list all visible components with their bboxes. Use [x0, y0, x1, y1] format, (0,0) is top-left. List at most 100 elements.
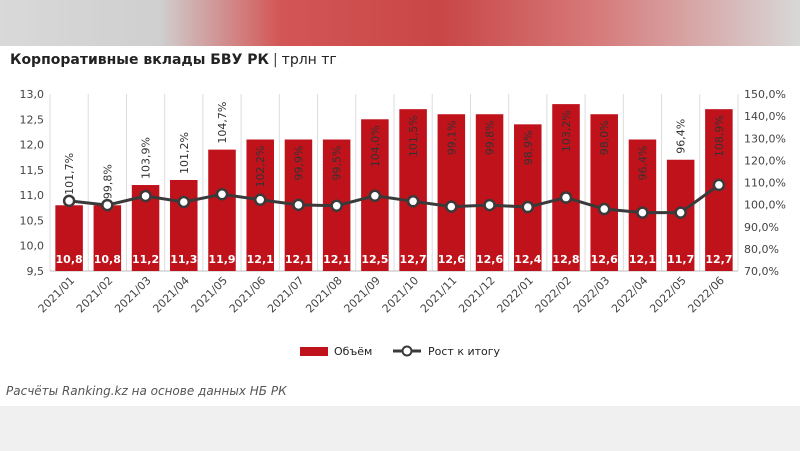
legend-swatch-marker: [401, 345, 413, 357]
x-tick-label: 2021/11: [418, 274, 460, 316]
growth-point: [483, 198, 496, 212]
bar: [514, 124, 542, 271]
growth-point: [521, 200, 535, 214]
bar: [399, 109, 427, 272]
bar-value-label: 12,1: [629, 253, 656, 266]
growth-value-label: 108,9%: [713, 115, 726, 157]
x-tick-label: 2021/09: [342, 274, 384, 316]
growth-point: [406, 195, 420, 208]
x-tick-label: 2022/01: [494, 274, 536, 316]
growth-value-label: 102,2%: [254, 146, 267, 188]
y-tick-label: 11,5: [20, 164, 45, 177]
bar-value-label: 12,1: [247, 253, 274, 266]
growth-value-label: 101,7%: [63, 153, 76, 195]
x-tick-label: 2022/04: [609, 274, 651, 316]
y-tick-label: 12,5: [20, 113, 45, 126]
growth-point: [636, 206, 649, 219]
chart-title: Корпоративные вклады БВУ РК | трлн тг: [10, 52, 337, 68]
growth-point: [330, 199, 343, 212]
y-tick-label: 11,0: [20, 189, 45, 202]
growth-value-label: 101,5%: [407, 115, 420, 157]
growth-point: [368, 189, 382, 203]
growth-point: [62, 194, 76, 208]
growth-point: [445, 200, 458, 213]
bar: [475, 114, 504, 271]
growth-value-label: 99,8%: [101, 164, 114, 199]
bar-value-label: 10,8: [94, 253, 121, 266]
y-tick-label: 10,5: [20, 214, 45, 227]
x-tick-label: 2022/05: [647, 274, 689, 316]
growth-value-label: 98,9%: [522, 130, 535, 165]
growth-value-label: 99,1%: [445, 120, 458, 155]
bar-value-label: 12,6: [476, 253, 503, 266]
y2-tick-label: 70,0%: [744, 265, 779, 278]
legend-swatch-bar: [300, 347, 328, 356]
x-tick-label: 2022/03: [571, 274, 613, 316]
x-tick-label: 2021/04: [150, 274, 192, 316]
y-tick-label: 12,0: [20, 139, 45, 152]
bar: [93, 205, 122, 271]
growth-value-label: 101,2%: [178, 132, 191, 174]
x-tick-label: 2021/08: [303, 274, 345, 316]
bar-value-label: 12,7: [400, 253, 427, 266]
bar-value-label: 12,1: [323, 253, 350, 266]
chart-unit: трлн тг: [281, 52, 337, 68]
x-tick-label: 2021/07: [265, 274, 307, 316]
bar-value-label: 11,3: [170, 253, 197, 266]
chart-title-text: Корпоративные вклады БВУ РК: [10, 52, 269, 68]
growth-value-label: 96,4%: [636, 146, 649, 181]
legend-label-line: Рост к итогу: [428, 345, 501, 358]
x-tick-label: 2022/02: [533, 274, 575, 316]
growth-value-label: 98,0%: [598, 120, 611, 155]
y-tick-label: 13,0: [20, 88, 45, 101]
bar-value-label: 12,6: [438, 253, 465, 266]
y2-tick-label: 80,0%: [744, 243, 779, 256]
y2-tick-label: 140,0%: [744, 110, 786, 123]
y2-tick-label: 150,0%: [744, 88, 786, 101]
bar: [552, 104, 580, 271]
growth-point: [674, 206, 687, 219]
growth-value-label: 99,9%: [292, 146, 305, 181]
y-tick-label: 9,5: [27, 265, 45, 278]
growth-value-label: 103,9%: [140, 137, 153, 179]
source-footnote: Расчёты Ranking.kz на основе данных НБ Р…: [6, 384, 287, 398]
growth-point: [101, 198, 114, 212]
bar-value-label: 10,8: [56, 253, 83, 266]
x-tick-label: 2021/02: [74, 274, 116, 316]
y2-tick-label: 110,0%: [744, 177, 786, 190]
y2-tick-label: 100,0%: [744, 199, 786, 212]
x-tick-label: 2021/10: [380, 274, 422, 316]
y-tick-label: 10,0: [20, 240, 45, 253]
bar-value-label: 12,6: [591, 253, 618, 266]
growth-line: [68, 183, 720, 215]
y2-tick-label: 90,0%: [744, 221, 779, 234]
bar: [170, 179, 198, 271]
growth-value-label: 96,4%: [675, 119, 688, 154]
bar-value-label: 12,5: [361, 253, 388, 266]
y2-tick-label: 130,0%: [744, 132, 786, 145]
growth-point: [292, 198, 305, 212]
bar-value-label: 12,7: [705, 253, 732, 266]
x-tick-label: 2021/03: [112, 274, 154, 316]
growth-value-label: 104,0%: [369, 125, 382, 167]
growth-point: [177, 195, 191, 209]
bar: [55, 205, 83, 271]
x-tick-label: 2022/06: [686, 274, 728, 316]
growth-value-label: 103,2%: [560, 110, 573, 152]
bottom-band: [0, 406, 800, 451]
y2-tick-label: 120,0%: [744, 154, 786, 167]
top-banner: [0, 0, 800, 46]
bar-value-label: 12,4: [514, 253, 541, 266]
growth-value-label: 99,8%: [484, 120, 497, 155]
bar: [437, 114, 466, 271]
growth-value-label: 99,5%: [331, 146, 344, 181]
legend-label-bar: Объём: [334, 345, 372, 358]
bar: [628, 139, 657, 271]
growth-point: [253, 193, 267, 207]
growth-point: [215, 187, 229, 201]
x-tick-label: 2021/12: [456, 274, 498, 316]
bar: [590, 114, 618, 271]
bar-value-label: 12,1: [285, 253, 312, 266]
x-tick-label: 2021/06: [227, 274, 269, 316]
